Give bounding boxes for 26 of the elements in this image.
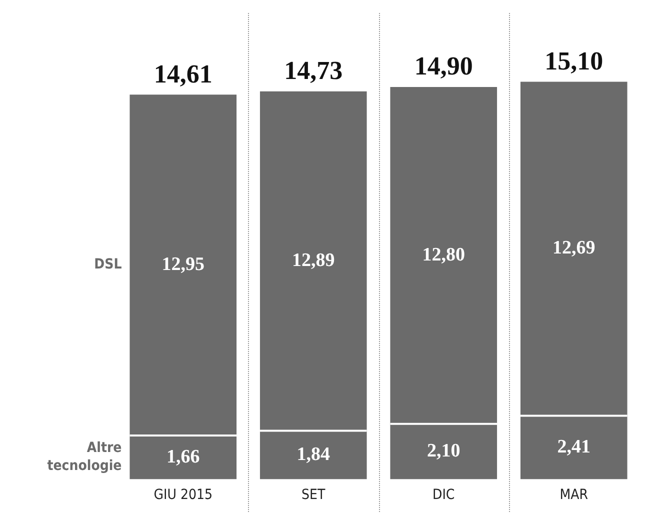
bar xyxy=(520,82,628,416)
bar xyxy=(130,436,237,480)
data-label: 12,80 xyxy=(422,244,465,266)
bar xyxy=(260,91,367,431)
data-label: 1,66 xyxy=(166,446,200,468)
total-label: 14,90 xyxy=(414,52,473,81)
x-tick-label: SET xyxy=(302,487,326,504)
data-label: 12,89 xyxy=(292,250,335,272)
data-label: 12,69 xyxy=(552,238,596,259)
data-label: 2,41 xyxy=(557,436,590,458)
total-label: 15,10 xyxy=(544,46,604,76)
data-label: 1,84 xyxy=(296,444,330,465)
data-label: 2,10 xyxy=(427,440,460,462)
bar xyxy=(130,94,237,436)
total-label: 14,61 xyxy=(154,59,212,88)
series-label: Altre tecnologie xyxy=(47,440,122,474)
bar xyxy=(520,416,628,480)
bar xyxy=(390,86,498,424)
x-tick-label: MAR xyxy=(560,487,588,504)
bar xyxy=(260,430,367,480)
series-label: DSL xyxy=(94,256,122,273)
total-label: 14,73 xyxy=(284,56,343,86)
data-label: 12,95 xyxy=(162,254,204,275)
bar xyxy=(390,424,498,480)
x-tick-label: GIU 2015 xyxy=(154,487,212,504)
x-tick-label: DIC xyxy=(432,487,455,504)
